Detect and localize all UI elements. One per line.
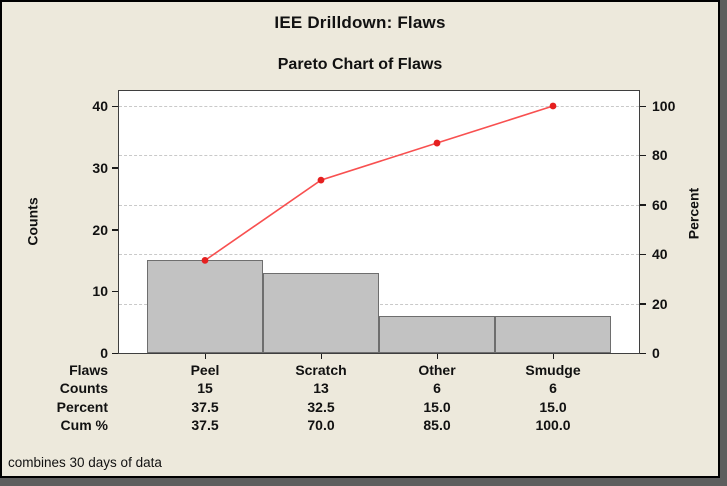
x-tick-scratch xyxy=(320,354,322,359)
left-tick-20 xyxy=(112,229,118,231)
page-title: IEE Drilldown: Flaws xyxy=(274,13,446,32)
table-cell: 13 xyxy=(313,380,329,396)
right-tick-40 xyxy=(640,253,646,256)
table-cell: Other xyxy=(418,362,456,378)
chart-title: Pareto Chart of Flaws xyxy=(277,56,443,73)
bar-other xyxy=(379,315,495,353)
table-cell: 15.0 xyxy=(423,399,451,415)
bar-smudge xyxy=(495,315,611,353)
row-label: Flaws xyxy=(69,362,108,378)
right-tick-80 xyxy=(640,154,646,157)
y-axis-title-counts: Counts xyxy=(24,197,41,246)
right-tick-100 xyxy=(640,105,646,107)
table-cell: 100.0 xyxy=(535,417,571,433)
bar-peel xyxy=(147,260,263,353)
right-tick-20 xyxy=(640,303,646,305)
table-row-counts: Counts 15 13 6 6 xyxy=(2,379,718,397)
right-tick-label-60: 60 xyxy=(652,196,668,213)
right-tick-label-80: 80 xyxy=(652,147,668,164)
left-tick-10 xyxy=(112,290,118,293)
table-cell: Smudge xyxy=(525,362,581,378)
table-cell: 15 xyxy=(197,380,213,396)
table-cell: 6 xyxy=(549,380,557,396)
left-tick-label-0: 0 xyxy=(100,345,108,361)
table-cell: 32.5 xyxy=(307,399,335,415)
footnote: combines 30 days of data xyxy=(8,455,162,470)
table-cell: 15.0 xyxy=(539,399,567,415)
table-cell: 6 xyxy=(433,380,441,396)
table-cell: Peel xyxy=(190,362,220,378)
left-tick-label-40: 40 xyxy=(92,98,108,114)
plot-area xyxy=(118,90,640,354)
table-cell: 37.5 xyxy=(191,417,219,433)
gridline-20pct xyxy=(119,303,639,305)
right-tick-label-0: 0 xyxy=(652,345,660,361)
row-label: Counts xyxy=(59,380,108,396)
bar-scratch xyxy=(263,272,379,353)
cumulative-percent-line xyxy=(201,102,557,264)
right-tick-label-20: 20 xyxy=(652,295,668,312)
table-cell: 37.5 xyxy=(191,399,219,415)
table-row-cum: Cum % 37.5 70.0 85.0 100.0 xyxy=(2,416,718,434)
cum-marker-other xyxy=(433,139,441,147)
left-tick-label-10: 10 xyxy=(92,283,108,300)
left-tick-40 xyxy=(112,105,118,107)
left-tick-0 xyxy=(112,352,118,354)
right-tick-0 xyxy=(640,352,646,354)
y-axis-title-percent: Percent xyxy=(685,187,702,240)
table-cell: Scratch xyxy=(295,362,347,378)
cum-line-path xyxy=(204,105,554,262)
x-tick-other xyxy=(436,354,438,359)
gridline-80pct xyxy=(119,155,639,157)
cum-marker-smudge xyxy=(549,102,557,110)
gridline-60pct xyxy=(119,204,639,206)
table-cell: 85.0 xyxy=(423,417,451,433)
left-tick-30 xyxy=(112,167,118,169)
row-label: Percent xyxy=(56,399,108,415)
left-tick-label-30: 30 xyxy=(92,159,108,176)
x-tick-peel xyxy=(204,354,206,359)
cum-marker-scratch xyxy=(317,176,325,184)
right-tick-label-40: 40 xyxy=(652,246,668,263)
gridline-100pct xyxy=(119,106,639,107)
right-tick-60 xyxy=(640,204,646,206)
cum-marker-peel xyxy=(201,256,209,264)
x-tick-smudge xyxy=(552,354,554,359)
row-label: Cum % xyxy=(60,417,108,433)
right-tick-label-100: 100 xyxy=(652,98,676,114)
table-row-percent: Percent 37.5 32.5 15.0 15.0 xyxy=(2,398,718,416)
table-row-flaws: Flaws Peel Scratch Other Smudge xyxy=(2,361,718,379)
gridline-40pct xyxy=(119,254,639,256)
table-cell: 70.0 xyxy=(307,417,335,433)
left-tick-label-20: 20 xyxy=(92,221,108,238)
graph-canvas: IEE Drilldown: Flaws Pareto Chart of Fla… xyxy=(0,0,720,478)
